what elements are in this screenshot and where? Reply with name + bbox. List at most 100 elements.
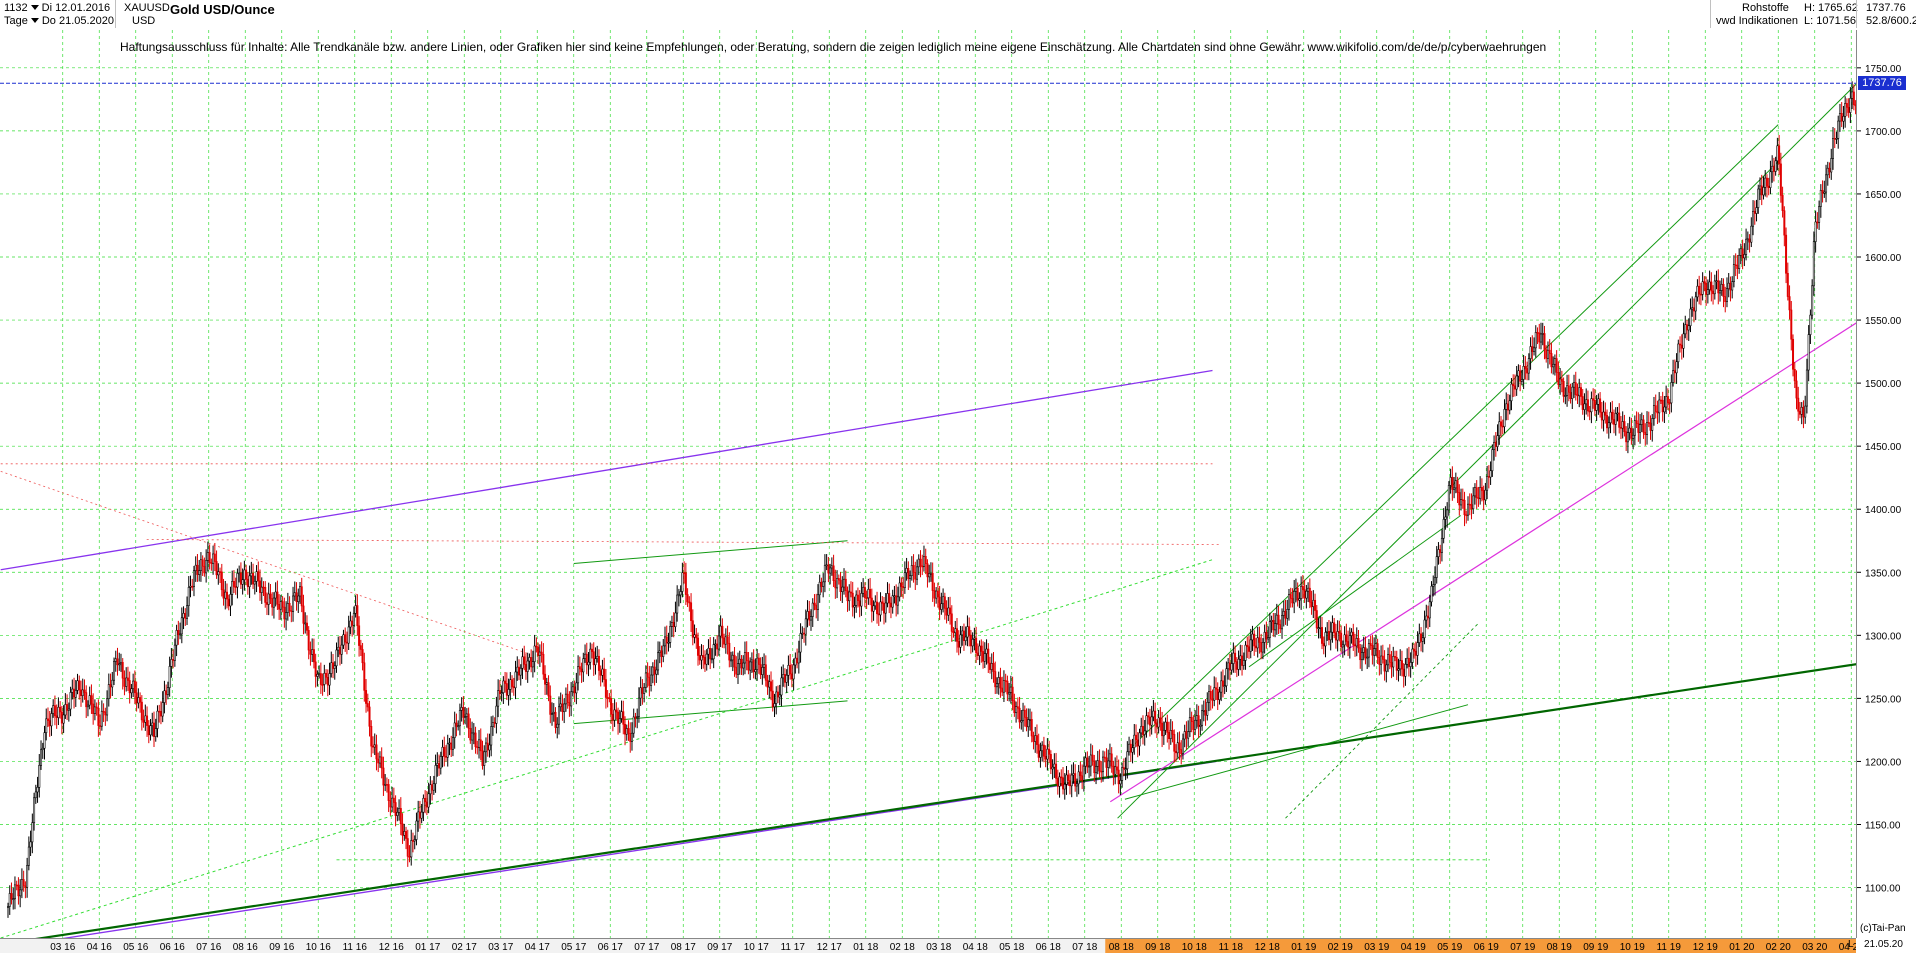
candle-body [1385,664,1388,672]
period-dropdown[interactable]: Tage Do 21.05.2020 [4,15,114,28]
candle-body [674,612,677,628]
candle-body [319,673,322,685]
candle-body [1096,760,1099,767]
candle-body [563,703,566,713]
candle-body [1540,333,1543,343]
candle-body [516,666,519,673]
candle-body [1411,648,1414,663]
candle-body [1416,642,1419,656]
candle-body [1715,280,1718,283]
candle-body [1056,778,1059,787]
candle-body [1550,353,1553,368]
candle-body [1209,691,1212,700]
candle-body [1037,744,1040,758]
candle-body [688,601,691,604]
candle-body [1520,379,1523,382]
candle-body [33,797,36,823]
candle-body [790,673,793,680]
candle-body [778,694,781,698]
candle-body [1049,754,1052,770]
candle-body [88,695,91,706]
candle-body [114,658,117,662]
candle-body [809,616,812,621]
candle-body [321,684,324,686]
candle-body [371,745,374,748]
candle-body [761,667,764,675]
candle-body [226,591,229,600]
candle-body [1623,421,1626,433]
candle-body [373,744,376,748]
candle-body [1548,349,1551,354]
candle-body [205,560,208,574]
candle-body [1720,283,1723,291]
candle-body [253,580,256,585]
candle-body [813,602,816,606]
candle-body [1430,585,1433,603]
candle-body [184,612,187,619]
candle-body [1277,614,1280,625]
candle-body [378,756,381,764]
candle-body [1336,631,1339,641]
candle-body [309,649,312,655]
candle-body [191,585,194,588]
candle-body [438,763,441,769]
trendline [1131,124,1779,747]
candle-body [987,648,990,664]
candle-body [1249,639,1252,652]
candle-body [556,723,559,728]
candle-body [332,662,335,669]
candle-body [1807,334,1810,371]
candle-body [410,840,413,858]
candle-body [1341,644,1344,648]
candle-body [1371,645,1374,656]
candle-body [1023,709,1026,718]
time-tick-label: 10 18 [1182,942,1207,953]
candle-body [418,811,421,819]
candle-body [1108,753,1111,762]
candle-body [366,703,369,708]
candle-body [1126,751,1129,770]
candle-body [1625,431,1628,443]
candle-body [1545,349,1548,359]
candle-body [538,651,541,656]
candle-body [1826,167,1829,176]
candle-body [182,612,185,619]
candle-body [34,791,37,799]
candle-body [1651,418,1654,431]
candle-body [1748,238,1751,243]
candle-body [1647,422,1650,424]
candle-body [1479,487,1482,500]
candle-body [869,588,872,599]
candle-body [488,744,491,751]
candle-body [1138,732,1141,747]
candle-body [1506,403,1509,411]
candle-body [1291,598,1294,604]
chart-plot-area[interactable] [0,0,1856,938]
candle-body [159,710,162,717]
candle-body [950,613,953,632]
time-tick-label: 04 20 [1839,942,1856,953]
candle-body [1644,431,1647,435]
candle-body [1675,361,1678,374]
candle-body [180,617,183,635]
candle-body [610,698,613,715]
candle-body [1637,423,1640,433]
candle-body [1192,721,1195,730]
candle-body [780,677,783,696]
candle-body [747,660,750,671]
candle-body [363,662,366,691]
candle-body [238,572,241,575]
candle-body [1616,412,1619,415]
candle-body [1649,422,1652,431]
candle-body [481,750,484,766]
bars-count-dropdown[interactable]: 1132 Di 12.01.2016 [4,2,110,15]
candle-body [630,732,633,742]
trendline [573,540,848,564]
candle-body [1567,385,1570,393]
candle-body [716,643,719,650]
candle-body [132,680,135,689]
scale-mode-label[interactable]: L [1848,939,1854,950]
candle-body [328,673,331,686]
candle-body [100,710,103,727]
candle-body [997,677,1000,684]
